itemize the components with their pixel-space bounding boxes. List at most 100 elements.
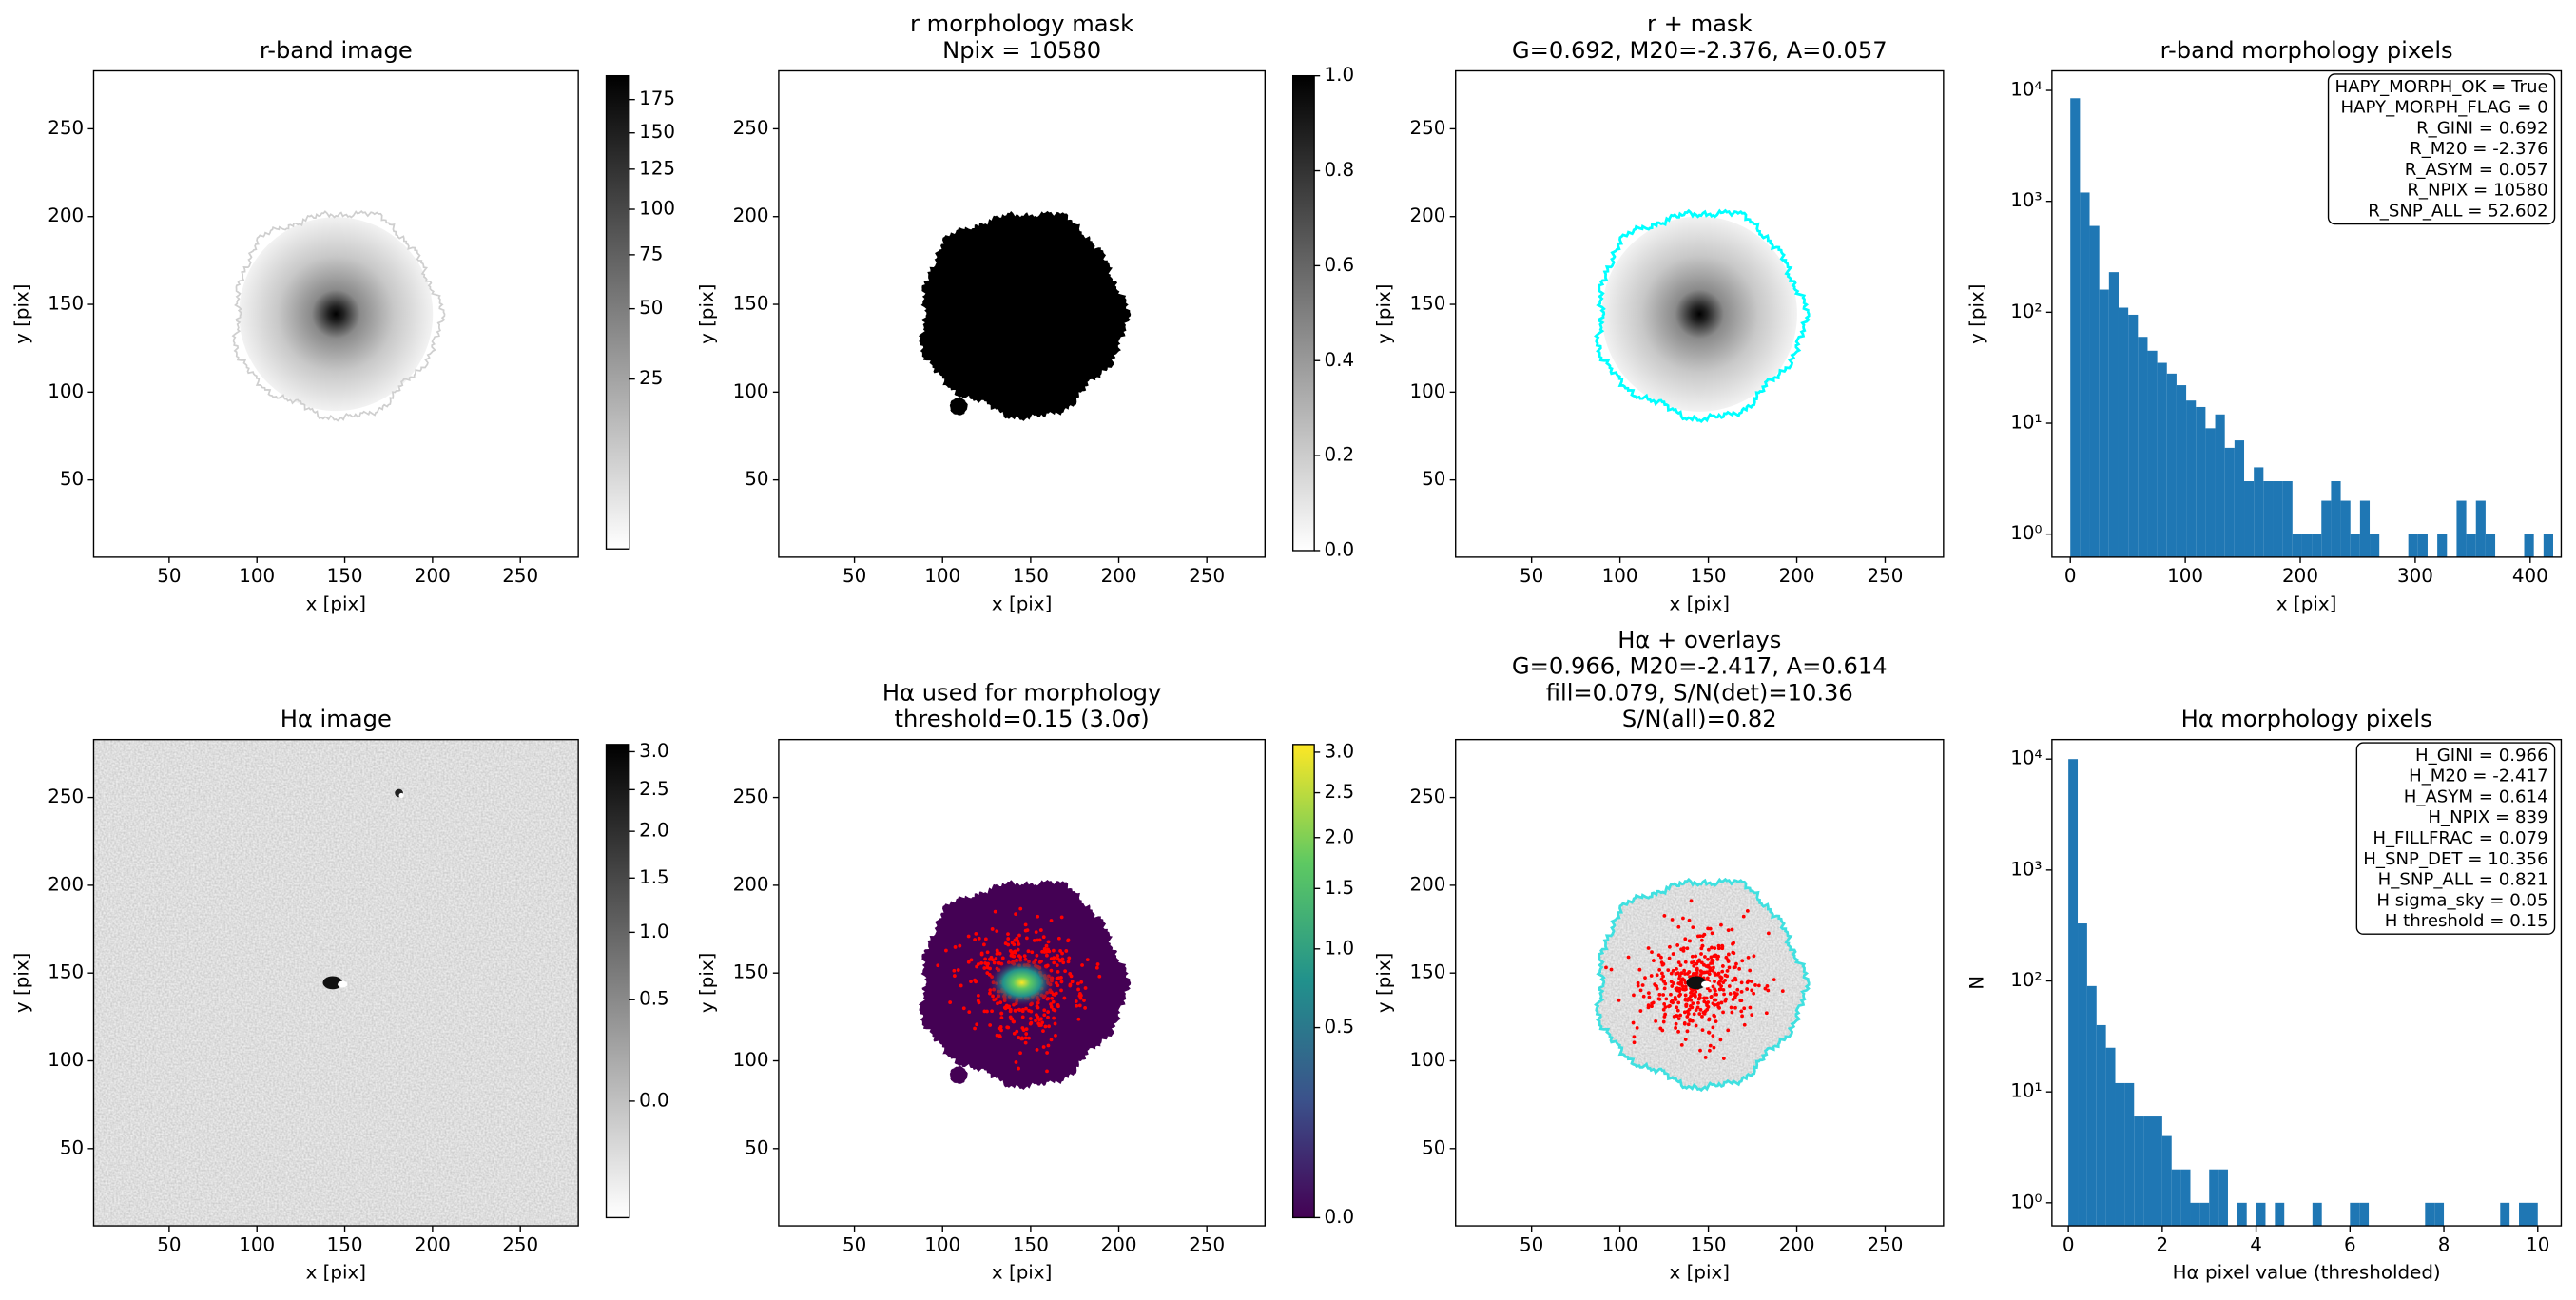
detected-pixel [1749,980,1753,983]
detected-pixel [1014,1060,1018,1064]
detected-pixel [997,951,1002,956]
detected-pixel [1017,1066,1020,1071]
y-tick-label: 10⁴ [2010,747,2042,769]
colorbar-tick-label: 50 [639,297,663,319]
annotation-line: HAPY_MORPH_OK = True [2334,77,2547,97]
detected-pixel [1710,945,1714,950]
detected-pixel [1655,986,1659,991]
detected-pixel [1646,991,1651,996]
x-tick-label: 200 [2282,565,2318,587]
detected-pixel [1741,914,1746,919]
detected-pixel [1680,984,1685,988]
x-tick-label: 200 [1101,1233,1137,1255]
detected-pixel [1638,988,1643,993]
detected-pixel [953,945,958,949]
detected-pixel [1041,935,1046,940]
detected-pixel [985,965,990,970]
detected-pixel [1694,1023,1698,1028]
x-tick-label: 100 [1602,1233,1638,1255]
detected-pixel [977,1000,981,1005]
annotation-line: R_SNP_ALL = 52.602 [2368,201,2547,221]
y-tick-label: 250 [1409,786,1445,807]
annotation-line: H threshold = 0.15 [2385,911,2548,931]
detected-pixel [1699,952,1703,956]
detected-pixel [1609,967,1614,972]
detected-pixel [1013,1008,1017,1013]
detected-pixel [1750,988,1754,993]
colorbar-tick-label: 2.5 [639,778,669,800]
x-tick-label: 50 [157,1233,181,1255]
detected-pixel [1745,980,1750,985]
detected-pixel [1701,934,1705,939]
y-tick-label: 10¹ [2010,1080,2042,1102]
y-tick-label: 100 [48,1049,84,1071]
axes-frame [92,69,579,558]
detected-pixel [985,971,990,975]
detected-pixel [995,929,999,934]
detected-pixel [1097,974,1102,979]
detected-pixel [1716,943,1721,948]
detected-pixel [1054,1033,1057,1038]
detected-pixel [1711,1034,1715,1038]
detected-pixel [1669,992,1673,997]
y-axis-label: y [pix] [11,283,33,343]
detected-pixel [1646,946,1651,950]
detected-pixel [1018,1051,1022,1056]
detected-pixel [1721,987,1726,992]
detected-pixel [1038,928,1043,932]
detected-pixel [1679,1042,1684,1047]
detected-pixel [1675,943,1680,947]
panel-title: r-band image [260,37,413,64]
panel-title: threshold=0.15 (3.0σ) [895,706,1150,732]
detected-pixel [1678,1013,1683,1018]
detected-pixel [1014,912,1017,917]
x-tick-label: 6 [2344,1233,2356,1255]
detected-pixel [966,960,971,964]
detected-pixel [1731,950,1735,955]
detected-pixel [966,934,971,939]
y-axis-label: y [pix] [1373,283,1395,343]
y-tick-label: 10³ [2010,858,2042,880]
detected-pixel [1647,995,1652,999]
annotation-background [2327,73,2556,225]
y-tick-label: 150 [48,293,84,315]
detected-pixel [988,957,992,961]
detected-pixel [1682,968,1687,973]
detected-pixel [1018,906,1023,911]
detected-pixel [1698,1048,1702,1053]
detected-pixel [1036,1015,1040,1019]
detected-pixel [1636,983,1640,988]
detected-pixel [1674,1014,1678,1018]
detected-pixel [992,998,997,1002]
detected-pixel [1042,1013,1047,1018]
detected-pixel [1663,1012,1668,1017]
detected-pixel [993,909,997,914]
detected-pixel [1660,971,1664,976]
detected-pixel [996,1001,999,1006]
detected-pixel [1673,995,1677,999]
detected-pixel [1709,961,1714,965]
detected-pixel [1670,918,1675,922]
y-tick-label: 250 [48,117,84,139]
histogram-bar [2234,440,2245,557]
detected-pixel [1060,951,1064,956]
histogram-bar [2118,307,2129,557]
detected-pixel [1677,974,1682,978]
detected-pixel [1707,947,1711,952]
detected-pixel [1012,1031,1017,1036]
y-axis-label: y [pix] [1373,953,1395,1013]
detected-pixel [1693,993,1696,997]
axes-frame [2051,738,2563,1227]
histogram-bar [2437,534,2448,557]
detected-pixel [1661,974,1665,979]
detected-pixel [1750,1013,1754,1017]
plot-area [1455,739,1944,1227]
colorbar-tick-label: 1.0 [639,921,669,942]
detected-pixel [1037,938,1042,942]
x-tick-label: 2 [2157,1233,2169,1255]
detected-pixel [1724,997,1728,1001]
detected-pixel [1748,1005,1753,1010]
detected-pixel [1699,946,1704,951]
detected-pixel [1083,1006,1088,1010]
histogram-bar [2350,534,2360,557]
